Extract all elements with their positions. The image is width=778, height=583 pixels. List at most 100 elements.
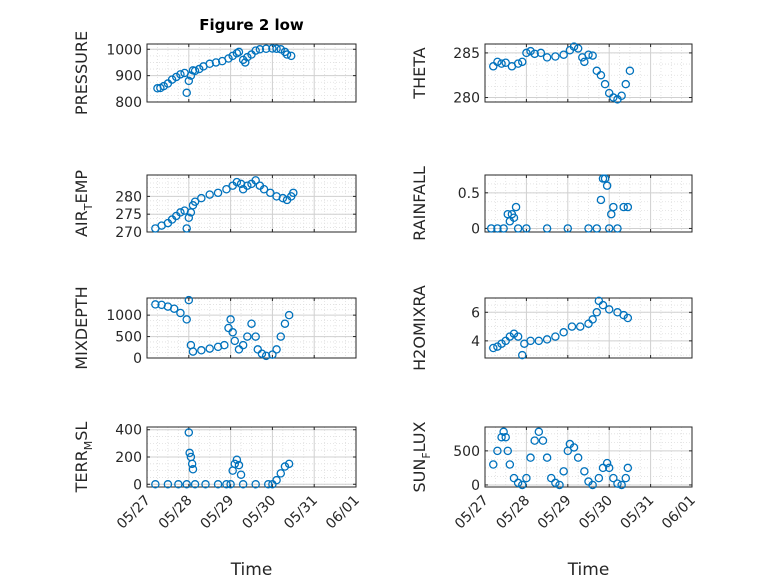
terr_msl-data-point: [276, 469, 286, 478]
sun_flux-data-point: [497, 432, 506, 442]
h2omixra-axes: 4 6 H2OMIXRA: [410, 285, 693, 371]
mixdepth-y-tick-label: 500: [115, 330, 142, 346]
figure-title: Figure 2 low: [199, 16, 304, 34]
sun_flux-data-point: [503, 446, 513, 456]
rainfall-data-point: [613, 224, 622, 233]
sun_flux-x-axis-label: Time: [567, 560, 610, 580]
h2omixra-data-point: [518, 350, 527, 360]
rainfall-data-point: [619, 202, 628, 212]
theta-axes-frame: [484, 43, 693, 103]
pressure-data-point: [184, 76, 194, 86]
mixdepth-data-point: [151, 300, 160, 309]
pressure-data-point: [228, 51, 237, 61]
pressure-axes: 800 900 1000 PRESSURE Figure 2 low: [72, 16, 357, 115]
mixdepth-data-point: [272, 345, 281, 354]
rainfall-data-point: [509, 213, 519, 222]
air_temp-data-point: [266, 188, 275, 198]
sun_flux-data-point: [555, 480, 564, 490]
theta-data-point: [497, 59, 506, 68]
sun_flux-data-point: [546, 473, 556, 483]
air_temp-y-axis-label: AIRTEMP: [72, 170, 95, 237]
h2omixra-data-point: [592, 308, 602, 317]
pressure-data-point: [272, 44, 281, 53]
rainfall-data-point: [592, 224, 602, 233]
mixdepth-data-point: [257, 349, 267, 358]
terr_msl-data-point: [232, 455, 242, 464]
sun_flux-x-tick-label: 05/27: [452, 493, 492, 533]
sun_flux-x-tick-label: 06/01: [659, 493, 699, 533]
sun_flux-data-point: [602, 458, 612, 468]
terr_msl-axes: 05/27 05/28 05/29 05/30 05/31 06/01 0 200 400 TER…: [72, 422, 363, 580]
sun_flux-data-point: [598, 463, 608, 473]
pressure-data-point: [186, 71, 196, 80]
rainfall-data-point: [609, 202, 618, 212]
sun_flux-data-point: [518, 480, 527, 490]
mixdepth-data-point: [188, 347, 198, 356]
air_temp-data-point: [176, 208, 185, 217]
pressure-data-point: [234, 47, 244, 57]
air_temp-axes-frame: [146, 174, 357, 233]
theta-data-point: [493, 57, 502, 67]
mixdepth-data-point: [280, 319, 290, 328]
mixdepth-data-point: [228, 328, 237, 337]
mixdepth-y-tick-label: 1000: [106, 308, 142, 324]
theta-data-point: [617, 91, 626, 101]
sun_flux-data-point: [489, 460, 498, 469]
theta-data-point: [588, 51, 597, 60]
terr_msl-y-axis-label: TERRMSL: [72, 422, 95, 494]
theta-data-point: [518, 57, 527, 67]
rainfall-axes: 0 0.5 RAINFALL: [410, 166, 693, 241]
sun_flux-data-point: [609, 473, 618, 483]
rainfall-data-point: [486, 224, 496, 233]
terr_msl-data-point: [222, 480, 231, 489]
sun_flux-data-point: [573, 453, 583, 462]
theta-y-tick-label: 280: [453, 91, 480, 107]
terr_msl-data-point: [236, 470, 246, 479]
pressure-data-point: [280, 47, 290, 57]
sun_flux-data-point: [526, 453, 535, 462]
pressure-axes-frame: [146, 43, 357, 103]
pressure-data-point: [205, 59, 214, 69]
pressure-y-tick-label: 800: [115, 95, 142, 111]
air_temp-data-point: [259, 184, 269, 194]
h2omixra-data-point: [567, 322, 577, 331]
terr_msl-data-point: [230, 459, 240, 469]
sun_flux-data-point: [551, 478, 560, 488]
terr_msl-data-point: [184, 428, 194, 437]
mixdepth-y-axis-label: MIXDEPTH: [72, 286, 91, 369]
terr_msl-y-tick-label: 200: [115, 450, 142, 466]
rainfall-data-point: [493, 224, 502, 233]
h2omixra-data-point: [588, 315, 597, 324]
pressure-data-point: [190, 66, 200, 76]
pressure-data-point: [194, 64, 204, 74]
terr_msl-data-point: [272, 475, 281, 485]
terr_msl-data-point: [174, 480, 183, 489]
terr_msl-data-point: [185, 448, 194, 458]
terr_msl-data-point: [190, 480, 200, 489]
sun_flux-y-tick-label: 0: [471, 478, 480, 494]
mixdepth-data-point: [268, 350, 277, 359]
mixdepth-data-point: [276, 332, 286, 341]
theta-data-point: [530, 49, 539, 59]
mixdepth-data-point: [184, 295, 194, 305]
h2omixra-data-point: [575, 322, 585, 331]
rainfall-data-point: [623, 202, 633, 212]
terr_msl-x-tick-label: 05/30: [239, 493, 279, 533]
mixdepth-data-point: [197, 346, 206, 355]
theta-data-point: [625, 66, 635, 76]
theta-data-point: [513, 59, 523, 68]
sun_flux-data-point: [559, 467, 568, 476]
rainfall-y-tick-label: 0.5: [458, 186, 480, 202]
sun_flux-axes: 05/27 05/28 05/29 05/30 05/31 06/01 0 500 SUNFLU…: [410, 421, 699, 580]
pressure-data-point: [240, 58, 250, 67]
air_temp-y-tick-label: 280: [115, 189, 142, 205]
pressure-data-point: [282, 50, 292, 59]
pressure-data-point: [182, 88, 191, 98]
theta-data-point: [551, 52, 560, 61]
air_temp-y-tick-label: 270: [115, 225, 142, 241]
theta-data-point: [573, 44, 583, 53]
sun_flux-data-point: [594, 473, 604, 483]
terr_msl-data-point: [188, 465, 198, 474]
terr_msl-x-tick-label: 05/31: [281, 493, 321, 533]
terr_msl-y-tick-label: 400: [115, 423, 142, 439]
